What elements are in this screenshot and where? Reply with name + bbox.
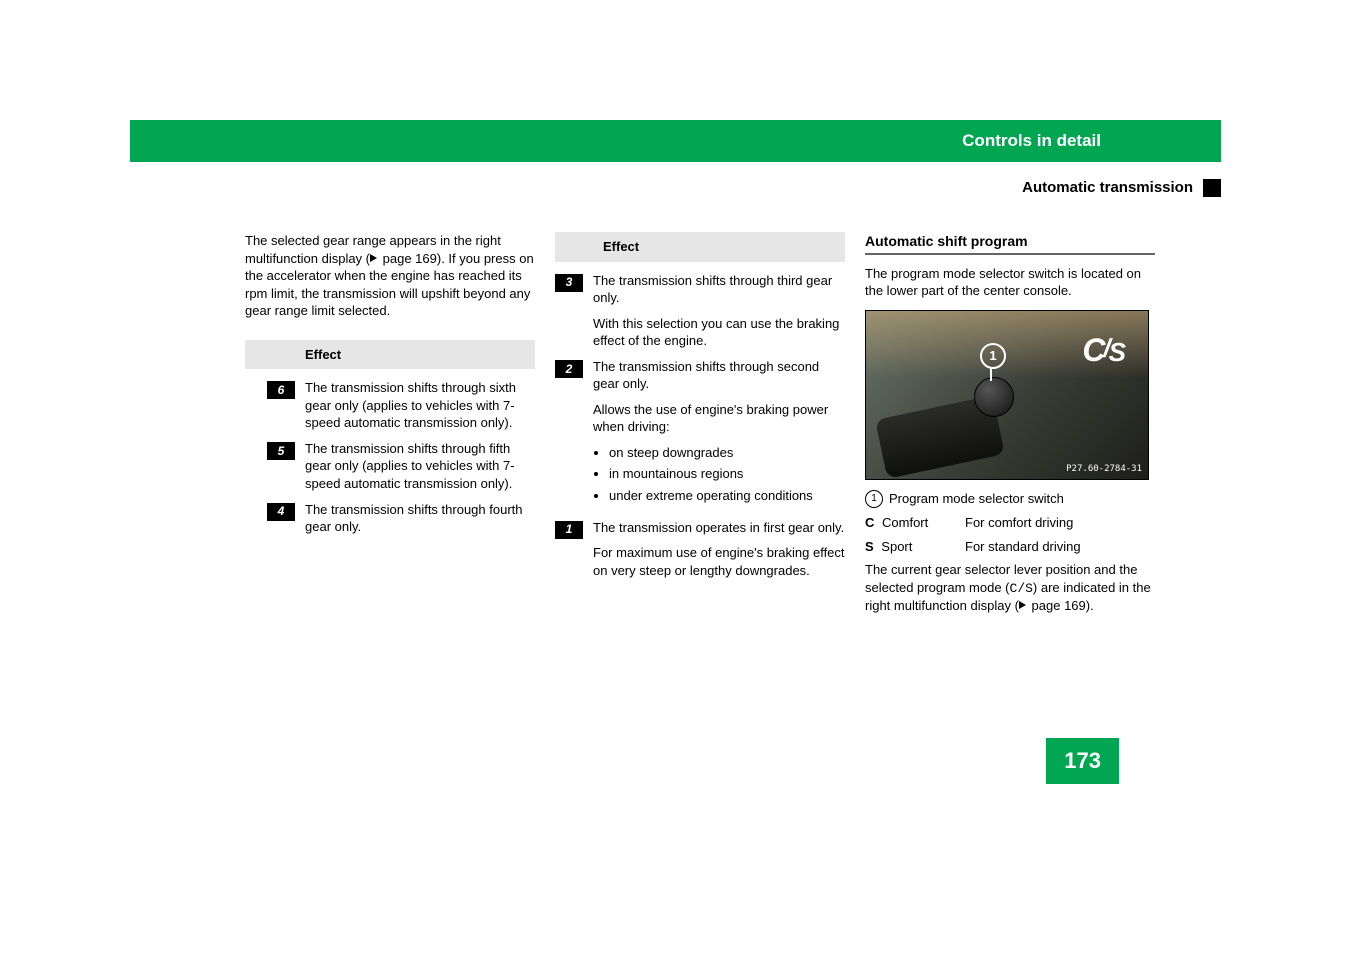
section-title: Automatic transmission: [1022, 178, 1193, 198]
gear-badge-1: 1: [555, 521, 583, 539]
mode-key-sport: S Sport: [865, 538, 965, 556]
page-number: 173: [1046, 738, 1119, 784]
column-1: The selected gear range appears in the r…: [245, 232, 535, 625]
intro-page-ref: page 169: [383, 251, 437, 266]
intro-paragraph: The selected gear range appears in the r…: [245, 232, 535, 320]
col3-tail-paragraph: The current gear selector lever position…: [865, 561, 1155, 615]
col3-lead-text: The program mode selector switch is loca…: [865, 265, 1155, 300]
gear-1-p2: For maximum use of engine's braking effe…: [593, 544, 845, 579]
gear-3-p2: With this selection you can use the brak…: [593, 315, 845, 350]
effect-header: Effect: [305, 346, 341, 364]
mode-word-comfort: Comfort: [882, 515, 928, 530]
gear-5-paragraph: The transmission shifts through fifth ge…: [305, 440, 535, 493]
mode-letter-c: C: [865, 515, 874, 530]
gear-row: 1 The transmission operates in first gea…: [555, 515, 845, 584]
list-item: in mountainous regions: [609, 465, 845, 483]
gear-1-text: The transmission operates in first gear …: [593, 519, 845, 580]
photo-tick-line: [990, 367, 992, 381]
content-columns: The selected gear range appears in the r…: [245, 232, 1155, 625]
gear-2-bullet-list: on steep downgrades in mountainous regio…: [593, 444, 845, 505]
mode-row-comfort: C Comfort For comfort driving: [865, 514, 1155, 532]
mode-row-sport: S Sport For standard driving: [865, 538, 1155, 556]
tail-code: C/S: [1010, 581, 1033, 596]
triangle-icon: [370, 254, 377, 262]
photo-cs-label: C/S: [1082, 329, 1124, 372]
gear-2-text: The transmission shifts through second g…: [593, 358, 845, 511]
gear-1-p1: The transmission operates in first gear …: [593, 519, 845, 537]
col3-heading: Automatic shift program: [865, 232, 1155, 251]
triangle-icon: [1019, 601, 1026, 609]
photo-caption-row: 1 Program mode selector switch: [865, 490, 1155, 508]
gear-5-text: The transmission shifts through fifth ge…: [305, 440, 535, 493]
mode-desc-comfort: For comfort driving: [965, 514, 1073, 532]
effect-header: Effect: [603, 238, 639, 256]
column-3: Automatic shift program The program mode…: [865, 232, 1155, 625]
gear-3-p1: The transmission shifts through third ge…: [593, 272, 845, 307]
gear-4-paragraph: The transmission shifts through fourth g…: [305, 501, 535, 536]
gear-badge-3: 3: [555, 274, 583, 292]
selector-switch-photo: 1 C/S P27.60-2784-31: [865, 310, 1149, 480]
mode-desc-sport: For standard driving: [965, 538, 1081, 556]
gear-badge-4: 4: [267, 503, 295, 521]
gear-badge-5: 5: [267, 442, 295, 460]
gear-6-text: The transmission shifts through sixth ge…: [305, 379, 535, 432]
caption-callout-circle: 1: [865, 490, 883, 508]
caption-text: Program mode selector switch: [889, 490, 1064, 508]
heading-rule: [865, 253, 1155, 255]
gear-row: 5 The transmission shifts through fifth …: [245, 436, 535, 497]
column-2: Effect 3 The transmission shifts through…: [555, 232, 845, 625]
photo-callout-1: 1: [980, 343, 1006, 369]
mode-word-sport: Sport: [881, 539, 912, 554]
gear-row: 2 The transmission shifts through second…: [555, 354, 845, 515]
list-item: under extreme operating conditions: [609, 487, 845, 505]
gear-2-p1: The transmission shifts through second g…: [593, 358, 845, 393]
gear-badge-6: 6: [267, 381, 295, 399]
effect-header-row: Effect: [555, 232, 845, 262]
section-header-row: Automatic transmission: [130, 178, 1221, 198]
mode-key-comfort: C Comfort: [865, 514, 965, 532]
gear-6-paragraph: The transmission shifts through sixth ge…: [305, 379, 535, 432]
effect-header-row: Effect: [245, 340, 535, 370]
mode-letter-s: S: [865, 539, 874, 554]
gear-row: 4 The transmission shifts through fourth…: [245, 497, 535, 540]
gear-row: 3 The transmission shifts through third …: [555, 268, 845, 354]
photo-knob-shape: [974, 377, 1014, 417]
tail-page-ref: page 169: [1032, 598, 1086, 613]
gear-row: 6 The transmission shifts through sixth …: [245, 375, 535, 436]
chapter-title: Controls in detail: [962, 130, 1101, 153]
gear-badge-2: 2: [555, 360, 583, 378]
chapter-header: Controls in detail: [130, 120, 1221, 162]
list-item: on steep downgrades: [609, 444, 845, 462]
section-marker-block: [1203, 179, 1221, 197]
gear-3-text: The transmission shifts through third ge…: [593, 272, 845, 350]
photo-id-label: P27.60-2784-31: [1066, 463, 1142, 475]
tail-part3: ).: [1086, 598, 1094, 613]
gear-4-text: The transmission shifts through fourth g…: [305, 501, 535, 536]
gear-2-p2: Allows the use of engine's braking power…: [593, 401, 845, 436]
